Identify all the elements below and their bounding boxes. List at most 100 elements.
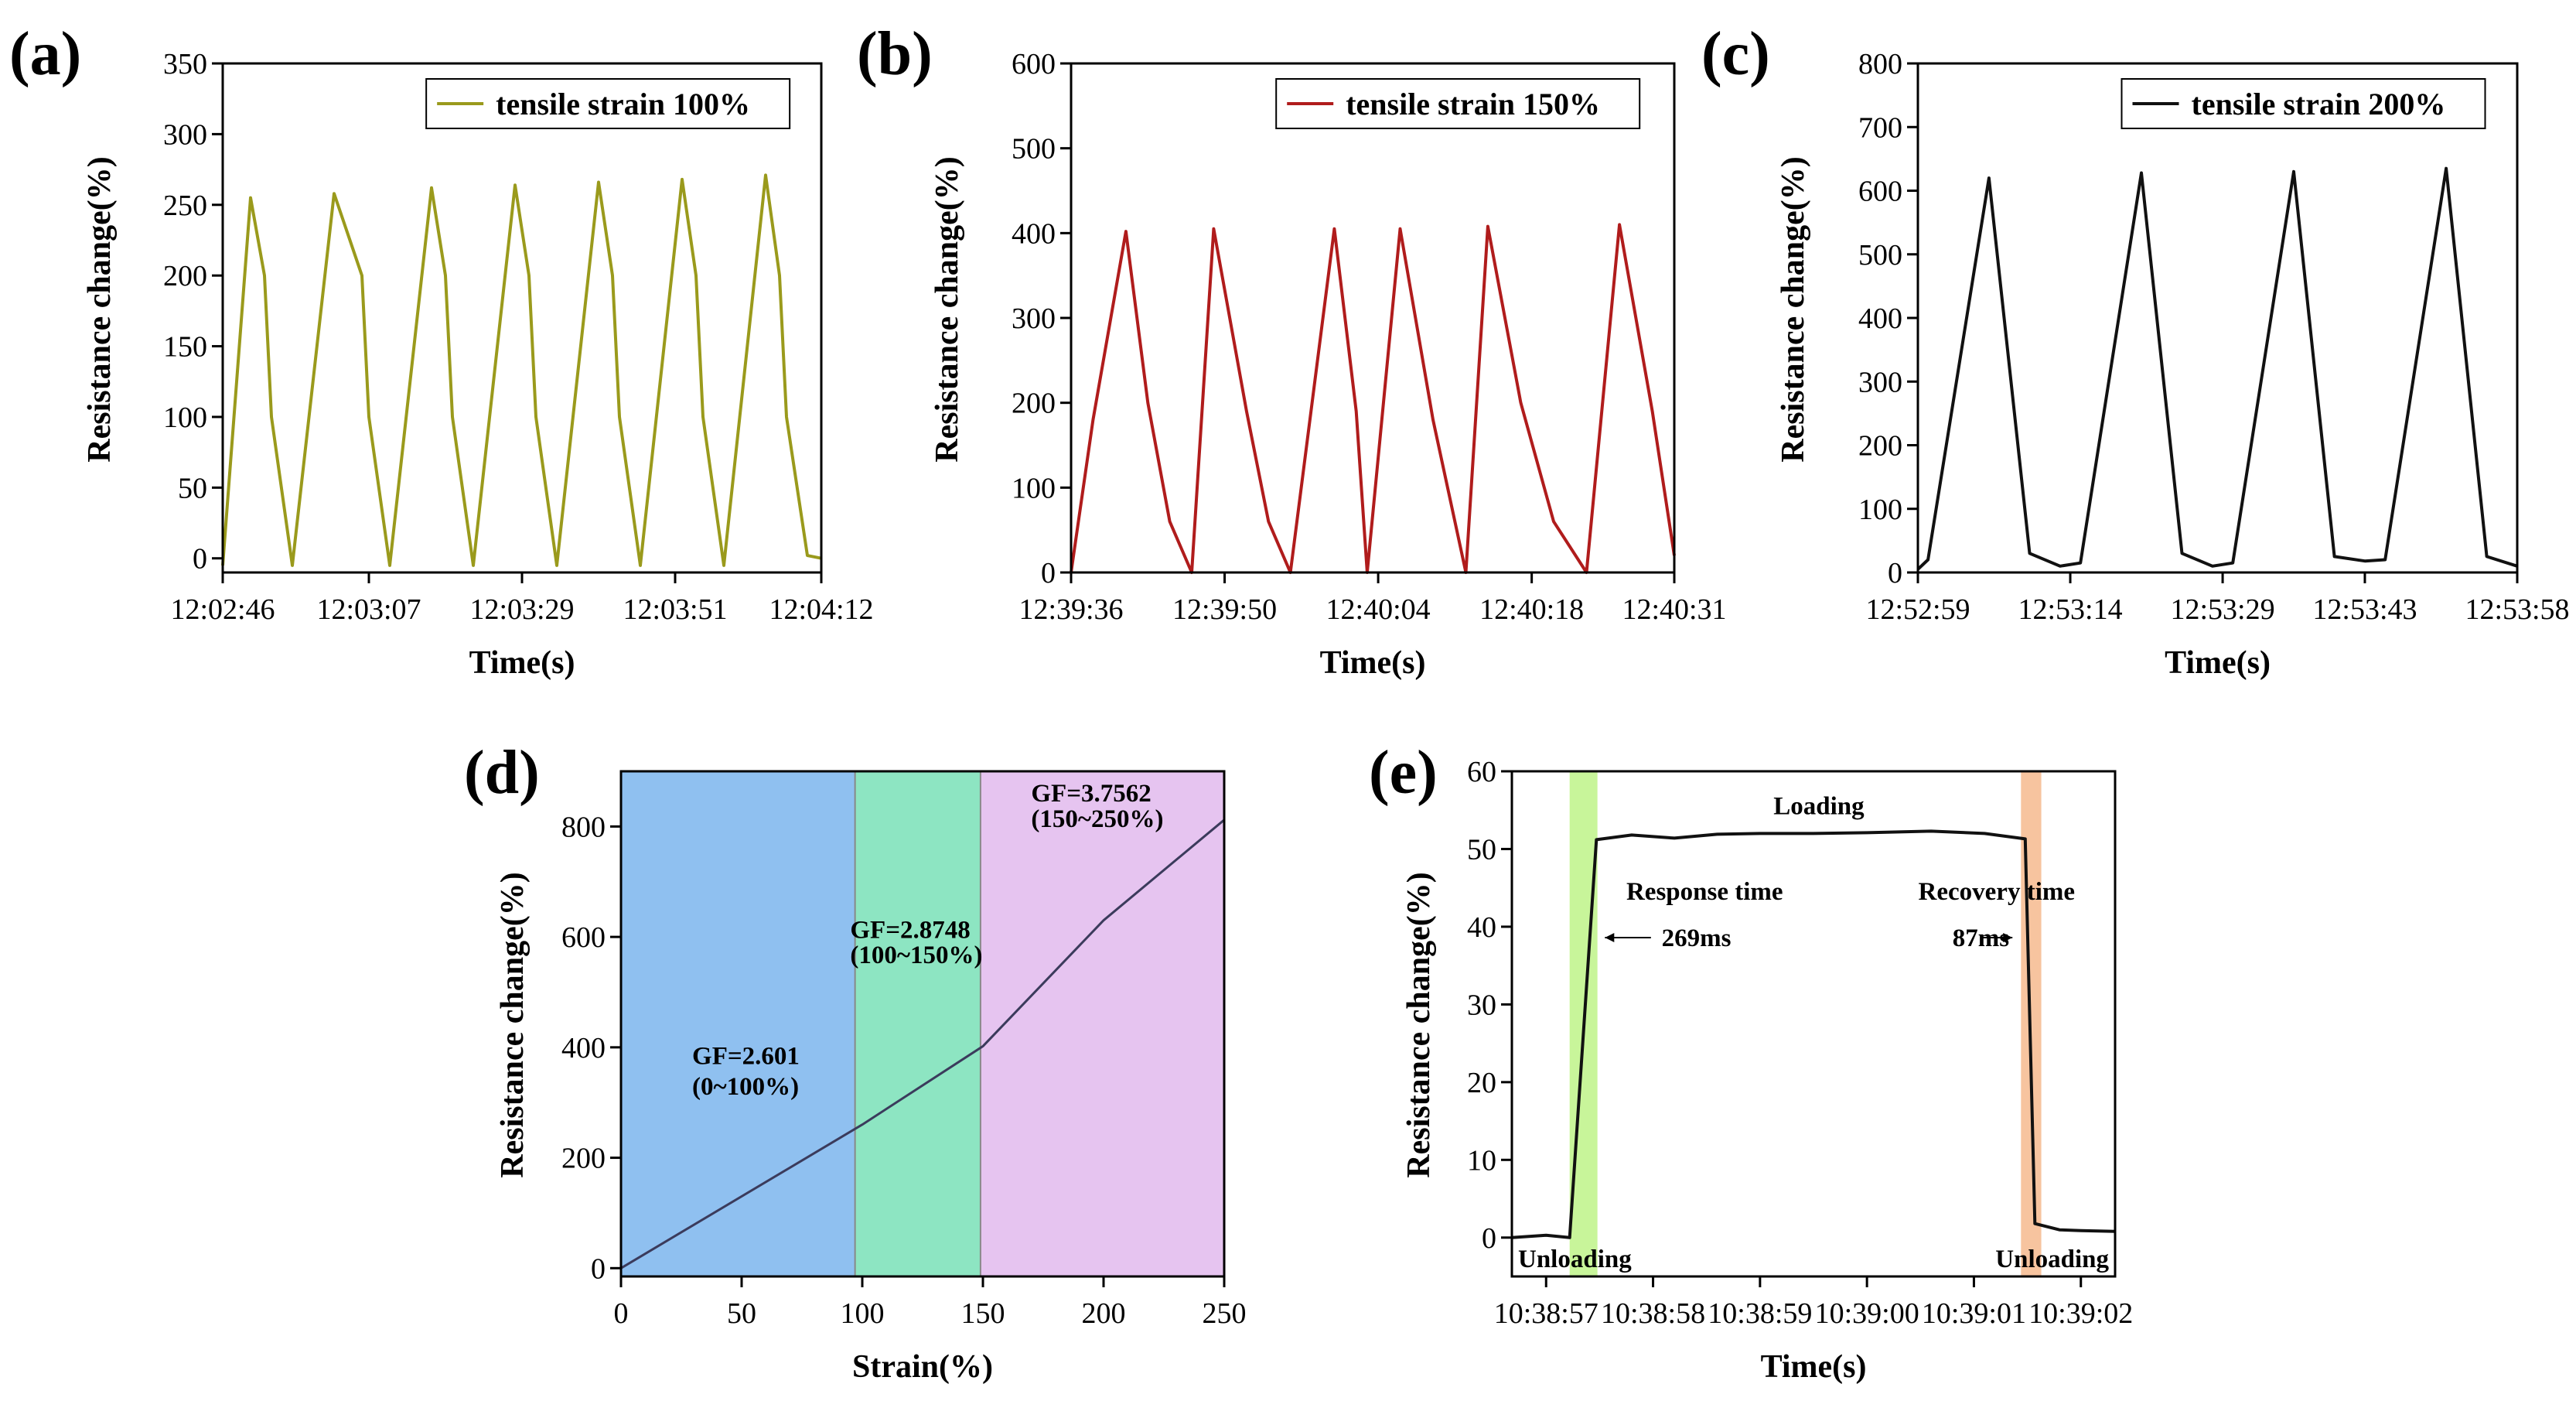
y-tick-label: 400 (561, 1032, 606, 1064)
x-axis-label: Time(s) (469, 645, 575, 681)
x-tick-label: 12:52:59 (1865, 593, 1970, 626)
y-axis-label: Resistance change(%) (930, 156, 965, 462)
y-tick-label: 0 (193, 543, 207, 576)
x-tick-label: 12:02:46 (170, 593, 275, 626)
x-tick-label: 12:53:58 (2465, 593, 2569, 626)
y-axis-label: Resistance change(%) (495, 872, 531, 1177)
response-time-title: Response time (1626, 878, 1783, 906)
x-tick-label: 10:39:02 (2028, 1297, 2133, 1330)
legend: tensile strain 100% (425, 78, 791, 129)
loading-label: Loading (1773, 792, 1865, 820)
y-tick-label: 350 (163, 48, 207, 80)
data-series-line (1070, 223, 1676, 574)
y-tick-label: 300 (163, 118, 207, 151)
y-tick-label: 800 (1858, 48, 1902, 80)
x-axis-label: Time(s) (1761, 1349, 1867, 1385)
unloading-left-label: Unloading (1518, 1246, 1632, 1273)
y-tick-label: 100 (1858, 494, 1902, 526)
legend-label: tensile strain 100% (496, 87, 750, 121)
recovery-time-value: 87ms (1953, 924, 2009, 952)
x-tick-label: 12:03:51 (623, 593, 727, 626)
panel-label: (b) (857, 20, 933, 88)
x-tick-label: 100 (841, 1297, 885, 1330)
y-tick-label: 600 (1012, 48, 1056, 80)
plot-frame (619, 770, 1226, 1278)
legend: tensile strain 200% (2121, 78, 2486, 129)
data-series-line (620, 818, 1225, 1269)
y-tick-label: 30 (1467, 989, 1496, 1021)
chart-panel-2: 0 100 200 300 400 500 600 12:39:36 12:39:50 12:40… (857, 20, 1727, 681)
y-axis-label: Resistance change(%) (1401, 872, 1437, 1177)
y-tick-label: 0 (1888, 557, 1902, 589)
legend-box (425, 78, 791, 129)
x-tick-label: 12:40:18 (1479, 593, 1584, 626)
x-tick-label: 50 (727, 1297, 756, 1330)
y-tick-label: 0 (591, 1252, 606, 1285)
region-gf-label: GF=2.601 (692, 1043, 800, 1071)
x-tick-label: 12:39:50 (1172, 593, 1277, 626)
y-tick-label: 600 (1858, 176, 1902, 208)
panel-label: (c) (1701, 20, 1770, 88)
legend-label: tensile strain 200% (2192, 87, 2446, 121)
y-tick-label: 200 (1012, 388, 1056, 420)
legend: tensile strain 150% (1275, 78, 1641, 129)
x-axis-label: Strain(%) (852, 1349, 993, 1385)
x-tick-label: 12:53:14 (2018, 593, 2122, 626)
x-tick-label: 12:03:29 (469, 593, 574, 626)
y-tick-label: 60 (1467, 756, 1496, 788)
chart-panel-1: 0 50 100 150 200 250 300 350 12:02:46 12:03:07 12:… (9, 20, 874, 681)
y-tick-label: 500 (1858, 239, 1902, 272)
y-tick-label: 0 (1041, 557, 1056, 589)
response-time-value: 269ms (1662, 924, 1732, 952)
x-axis-label: Time(s) (2165, 645, 2271, 681)
x-tick-label: 12:40:31 (1622, 593, 1726, 626)
x-tick-label: 10:39:00 (1815, 1297, 1919, 1330)
y-tick-label: 50 (1467, 833, 1496, 866)
x-tick-label: 12:40:04 (1326, 593, 1431, 626)
region-range-label: (100~150%) (850, 941, 982, 969)
y-tick-label: 0 (1482, 1222, 1496, 1255)
panel-label: (d) (464, 739, 540, 807)
x-tick-label: 0 (614, 1297, 629, 1330)
region-range-label: (0~100%) (692, 1073, 799, 1101)
y-axis-label: Resistance change(%) (1776, 156, 1811, 462)
recovery-time-title: Recovery time (1919, 878, 2075, 906)
plot-frame (1916, 62, 2519, 574)
y-tick-label: 20 (1467, 1067, 1496, 1099)
y-tick-label: 700 (1858, 111, 1902, 144)
legend-label: tensile strain 150% (1346, 87, 1600, 121)
x-tick-label: 10:38:59 (1708, 1297, 1812, 1330)
y-tick-label: 100 (163, 402, 207, 434)
legend-box (2121, 78, 2486, 129)
y-tick-label: 500 (1012, 133, 1056, 166)
x-tick-label: 12:53:43 (2312, 593, 2417, 626)
x-axis-label: Time(s) (1320, 645, 1426, 681)
chart-panel-3: 0 100 200 300 400 500 600 700 800 12:52:59 12:53:1… (1701, 20, 2570, 681)
y-tick-label: 40 (1467, 911, 1496, 944)
x-tick-label: 10:38:58 (1601, 1297, 1705, 1330)
region-band (980, 771, 1224, 1276)
panel-label: (a) (9, 20, 81, 88)
y-tick-label: 150 (163, 331, 207, 364)
region-band (855, 771, 981, 1276)
y-tick-label: 200 (163, 260, 207, 292)
region-gf-label: GF=2.8748 (850, 916, 970, 944)
panel-label: (e) (1369, 739, 1438, 807)
plot-frame (1510, 770, 2117, 1278)
y-tick-label: 800 (561, 811, 606, 843)
response-arrow-head (1605, 932, 1615, 942)
y-tick-label: 200 (561, 1143, 606, 1175)
x-tick-label: 12:04:12 (769, 593, 873, 626)
plot-frame (1070, 62, 1676, 574)
x-tick-label: 150 (961, 1297, 1005, 1330)
y-tick-label: 400 (1012, 217, 1056, 250)
x-tick-label: 250 (1203, 1297, 1247, 1330)
y-tick-label: 200 (1858, 430, 1902, 463)
region-range-label: (150~250%) (1031, 805, 1163, 833)
data-series-line (1511, 829, 2116, 1239)
x-tick-label: 10:39:01 (1922, 1297, 2026, 1330)
y-axis-label: Resistance change(%) (82, 156, 118, 462)
region-band (621, 771, 855, 1276)
x-tick-label: 12:03:07 (316, 593, 421, 626)
